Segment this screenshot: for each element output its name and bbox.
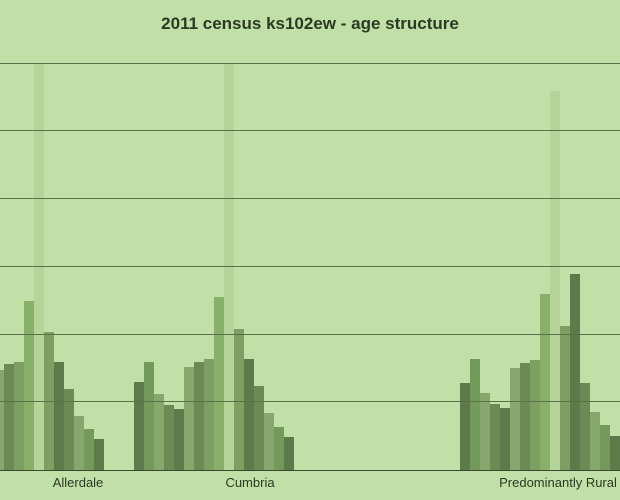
bar: [214, 297, 224, 470]
gridline: [0, 401, 620, 402]
bar: [254, 386, 264, 470]
bar: [24, 301, 34, 470]
bar: [4, 364, 14, 470]
bar: [590, 412, 600, 470]
bar: [600, 425, 610, 470]
bar: [480, 393, 490, 470]
bar: [570, 274, 580, 470]
bar: [164, 405, 174, 470]
bar: [540, 294, 550, 470]
x-axis-label: Allerdale: [53, 475, 104, 490]
bar: [530, 360, 540, 470]
gridline: [0, 266, 620, 267]
bar: [550, 91, 560, 470]
gridline: [0, 63, 620, 64]
bar: [224, 64, 234, 470]
plot-area: [0, 50, 620, 470]
bar: [144, 362, 154, 470]
bar: [74, 416, 84, 470]
bar: [154, 394, 164, 470]
gridline: [0, 334, 620, 335]
bar: [500, 408, 510, 470]
x-axis-label: Cumbria: [225, 475, 274, 490]
bar: [264, 413, 274, 470]
bar: [610, 436, 620, 470]
bars-layer: [0, 50, 620, 470]
gridline: [0, 198, 620, 199]
x-axis-label: Predominantly Rural: [499, 475, 617, 490]
x-axis: [0, 470, 620, 471]
bar: [234, 329, 244, 470]
bar: [94, 439, 104, 470]
bar: [14, 362, 24, 470]
bar: [490, 404, 500, 470]
bar: [470, 359, 480, 470]
bar: [244, 359, 254, 470]
bar: [560, 326, 570, 470]
bar: [134, 382, 144, 470]
bar: [510, 368, 520, 470]
bar: [580, 383, 590, 470]
bar: [54, 362, 64, 470]
chart-title: 2011 census ks102ew - age structure: [0, 14, 620, 34]
bar: [34, 64, 44, 470]
bar: [194, 362, 204, 470]
bar: [520, 363, 530, 470]
bar: [460, 383, 470, 470]
bar: [274, 427, 284, 470]
age-structure-chart: 2011 census ks102ew - age structure Alle…: [0, 0, 620, 500]
bar: [184, 367, 194, 470]
bar: [174, 409, 184, 470]
gridline: [0, 130, 620, 131]
bar: [284, 437, 294, 470]
bar: [84, 429, 94, 470]
bar: [204, 359, 214, 470]
